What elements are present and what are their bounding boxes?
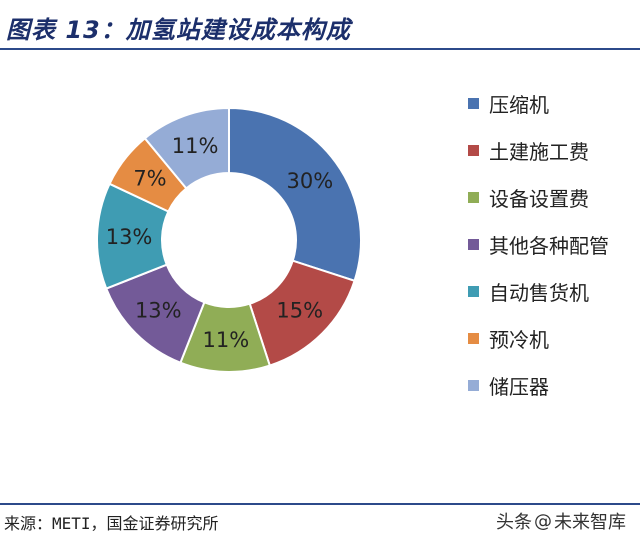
chart-title: 图表 13：加氢站建设成本构成 — [6, 16, 351, 44]
slice-label-自动售货机: 13% — [106, 225, 153, 249]
legend-swatch — [468, 98, 479, 109]
legend-swatch — [468, 333, 479, 344]
legend-swatch — [468, 380, 479, 391]
slice-label-其他各种配管: 13% — [135, 299, 182, 323]
legend-item: 其他各种配管 — [468, 233, 609, 258]
legend-label: 储压器 — [489, 375, 549, 399]
title-bar: 图表 13：加氢站建设成本构成 — [0, 0, 640, 50]
source-note: 来源：METI，国金证券研究所 — [4, 514, 219, 533]
slice-label-设备设置费: 11% — [203, 328, 250, 352]
legend-label: 其他各种配管 — [489, 234, 609, 258]
legend-swatch — [468, 286, 479, 297]
legend-item: 自动售货机 — [468, 280, 609, 305]
legend-label: 土建施工费 — [489, 140, 589, 164]
legend-item: 预冷机 — [468, 327, 609, 352]
legend-swatch — [468, 145, 479, 156]
legend-item: 储压器 — [468, 374, 609, 399]
watermark-at: @ — [534, 510, 552, 532]
legend-item: 设备设置费 — [468, 186, 609, 211]
legend-item: 压缩机 — [468, 92, 609, 117]
legend-label: 自动售货机 — [489, 281, 589, 305]
legend: 压缩机土建施工费设备设置费其他各种配管 自动售货机预冷机储压器 — [468, 92, 609, 421]
legend-swatch — [468, 192, 479, 203]
watermark: 头条 @ 未来智库 — [496, 508, 626, 534]
watermark-account: 未来智库 — [554, 512, 626, 533]
slice-储压器 — [143, 106, 230, 190]
slice-label-压缩机: 30% — [287, 169, 334, 193]
legend-label: 预冷机 — [489, 328, 549, 352]
legend-label: 设备设置费 — [489, 187, 589, 211]
legend-item: 土建施工费 — [468, 139, 609, 164]
footer-divider — [0, 503, 640, 505]
slice-label-土建施工费: 15% — [276, 299, 323, 323]
slice-压缩机 — [228, 106, 362, 283]
slice-label-预冷机: 7% — [133, 167, 166, 191]
legend-swatch — [468, 239, 479, 250]
donut-chart: 30%15%11%13%13%7%11% — [96, 106, 362, 373]
legend-label: 压缩机 — [489, 93, 549, 117]
slice-label-储压器: 11% — [172, 134, 219, 158]
watermark-brand: 头条 — [496, 512, 532, 533]
